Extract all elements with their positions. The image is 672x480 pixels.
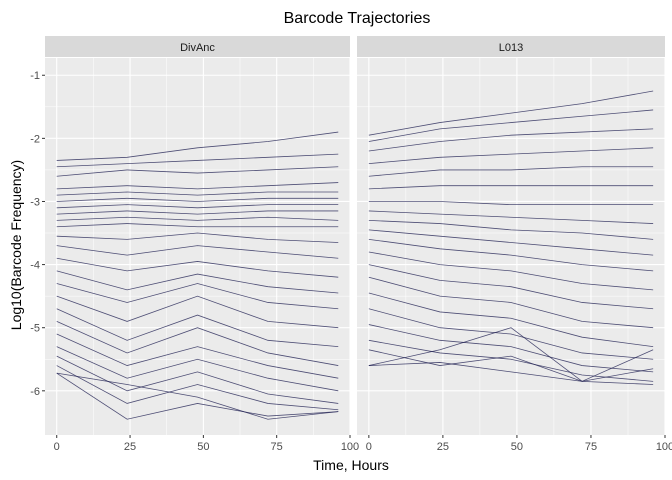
x-tick-label: 25 [437,441,449,453]
trajectory-line [56,333,339,379]
trajectory-line [56,191,339,196]
x-tick-label: 100 [656,441,672,453]
trajectory-line [56,270,339,294]
x-axis: 0 25 50 75 100 0 25 50 75 100 [54,435,672,453]
trajectory-line [56,295,339,329]
trajectory-line [368,128,654,152]
trajectory-line [56,245,339,259]
y-tick-label: -6 [30,386,40,398]
trajectory-line [56,372,339,420]
trajectory-line [368,147,654,165]
trajectory-line [368,90,654,136]
y-axis-title: Log10(Barcode Frequency) [8,160,24,330]
chart-title: Barcode Trajectories [284,10,431,27]
strip-label-divanc: DivAnc [180,42,215,54]
x-axis-title: Time, Hours [313,457,389,473]
y-tick-label: -3 [30,196,40,208]
trajectory-line [368,201,654,206]
trajectory-lines-divanc [56,131,339,420]
panel-l013: L013 [357,36,666,435]
trajectory-line [56,153,339,168]
trajectory-line [368,292,654,348]
panel-divanc: DivAnc [45,36,351,435]
x-tick-label: 0 [366,441,372,453]
trajectory-line [368,264,654,310]
x-tick-label: 50 [197,441,209,453]
y-axis: -1 -2 -3 -4 -5 -6 [30,70,45,398]
trajectory-line [56,131,339,161]
trajectory-line [56,182,339,190]
x-tick-label: 75 [585,441,597,453]
trajectory-line [56,355,339,404]
trajectory-line [368,308,654,360]
trajectory-line [56,210,339,215]
trajectory-line [56,166,339,177]
trajectory-line [368,251,654,291]
trajectory-line [56,283,339,310]
trajectory-line [56,232,339,243]
trajectory-line [56,216,339,221]
y-tick-label: -1 [30,70,40,82]
strip-label-l013: L013 [499,42,523,54]
trajectory-line [56,197,339,202]
trajectory-line [56,223,339,228]
trajectory-line [368,185,654,190]
trajectory-line [56,308,339,348]
gridlines-l013 [357,58,666,435]
x-tick-label: 100 [341,441,359,453]
trajectory-line [368,362,654,382]
trajectory-line [368,109,654,142]
strip-l013 [357,36,665,57]
trajectory-line [56,204,339,209]
trajectory-line [368,229,654,256]
x-tick-label: 75 [271,441,283,453]
trajectory-line [56,346,339,392]
y-tick-label: -4 [30,260,40,272]
trajectory-lines-l013 [368,90,654,385]
trajectory-line [56,372,339,420]
trajectory-line [368,210,654,224]
trajectory-line [56,365,339,411]
y-tick-label: -5 [30,323,40,335]
x-tick-label: 25 [124,441,136,453]
trajectory-line [368,220,654,240]
y-tick-label: -2 [30,133,40,145]
trajectory-line [368,166,654,177]
trajectory-line [368,327,654,382]
trajectory-line [368,276,654,329]
x-tick-label: 0 [54,441,60,453]
strip-divanc [45,36,350,57]
trajectory-line [368,349,654,385]
trajectory-line [368,238,654,272]
trajectory-line [56,257,339,278]
trajectory-line [56,321,339,366]
x-tick-label: 50 [511,441,523,453]
trajectory-line [368,324,654,373]
